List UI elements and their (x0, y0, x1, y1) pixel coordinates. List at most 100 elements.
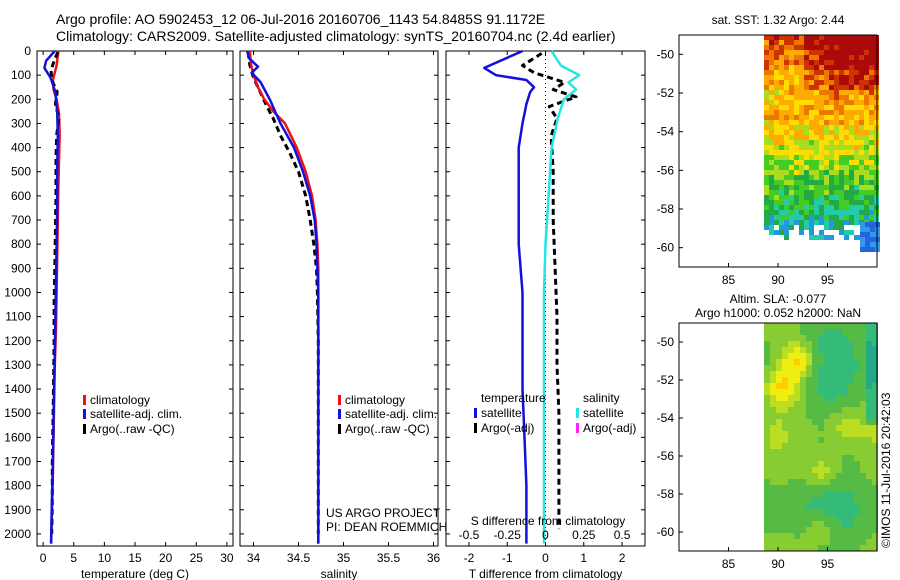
sst-cell (859, 205, 864, 210)
sst-cell (869, 200, 874, 205)
sst-cell (824, 145, 829, 150)
sst-cell (869, 70, 874, 75)
sst-cell (789, 95, 794, 100)
sst-cell (814, 185, 819, 190)
sst-cell (839, 75, 844, 80)
sst-cell (829, 235, 834, 240)
sla-cell (812, 479, 818, 485)
sst-cell (829, 110, 834, 115)
sla-cell (782, 335, 788, 341)
sla-cell (848, 371, 854, 377)
sla-cell (848, 347, 854, 353)
sla-cell (824, 437, 830, 443)
sla-cell (836, 479, 842, 485)
sst-cell (764, 65, 769, 70)
sla-cell (764, 449, 770, 455)
sla-cell (776, 407, 782, 413)
sst-cell (859, 160, 864, 165)
sla-cell (830, 437, 836, 443)
sst-cell (829, 205, 834, 210)
sst-cell (809, 40, 814, 45)
sst-cell (809, 205, 814, 210)
sla-cell (860, 545, 866, 551)
sst-cell (809, 180, 814, 185)
sst-cell (809, 115, 814, 120)
sst-cell (839, 180, 844, 185)
sla-cell (824, 413, 830, 419)
sla-cell (842, 323, 848, 329)
sst-cell (769, 220, 774, 225)
sst-cell (839, 195, 844, 200)
sst-cell (819, 110, 824, 115)
sla-cell (866, 515, 872, 521)
sst-cell (804, 100, 809, 105)
sla-cell (806, 413, 812, 419)
sla-cell (866, 329, 872, 335)
sla-cell (848, 395, 854, 401)
sla-cell (794, 335, 800, 341)
sst-cell (834, 90, 839, 95)
sla-cell (860, 467, 866, 473)
sst-cell (814, 75, 819, 80)
sst-cell (860, 232, 865, 237)
sst-cell (844, 105, 849, 110)
sal-legend-argo-swatch (338, 424, 341, 434)
sst-cell (789, 140, 794, 145)
depth-tick-label: 400 (11, 141, 31, 155)
sst-cell (779, 85, 784, 90)
sst-cell (824, 105, 829, 110)
sst-cell (809, 155, 814, 160)
sla-cell (818, 455, 824, 461)
sst-cell (819, 115, 824, 120)
sla-cell (764, 407, 770, 413)
sla-cell (866, 533, 872, 539)
sla-cell (764, 437, 770, 443)
sst-cell (834, 45, 839, 50)
sst-cell (794, 180, 799, 185)
sla-cell (872, 509, 878, 515)
sst-cell (824, 95, 829, 100)
diff-legend-t-argo-label: Argo(-adj) (481, 421, 534, 435)
sst-cell (769, 155, 774, 160)
sst-cell (849, 175, 854, 180)
sst-cell (799, 85, 804, 90)
sst-cell (774, 150, 779, 155)
sst-cell (809, 75, 814, 80)
sst-cell (849, 185, 854, 190)
sla-cell (788, 347, 794, 353)
sla-cell (800, 347, 806, 353)
sst-cell (844, 185, 849, 190)
sst-cell (844, 110, 849, 115)
diff-legend-s-argo-label: Argo(-adj) (583, 421, 636, 435)
sla-cell (842, 407, 848, 413)
sal-argo-line (246, 51, 320, 534)
sla-cell (806, 449, 812, 455)
sst-cell (764, 75, 769, 80)
sst-cell (834, 180, 839, 185)
sst-cell (819, 160, 824, 165)
sla-cell (836, 335, 842, 341)
sst-cell (789, 50, 794, 55)
depth-tick-label: 1900 (4, 503, 31, 517)
sla-cell (866, 335, 872, 341)
sla-cell (848, 419, 854, 425)
sst-cell (774, 165, 779, 170)
sla-cell (818, 377, 824, 383)
sla-cell (812, 347, 818, 353)
sst-cell (854, 235, 859, 240)
sst-cell (814, 150, 819, 155)
sst-cell (824, 140, 829, 145)
sst-cell (779, 185, 784, 190)
sst-cell (829, 70, 834, 75)
sla-cell (854, 365, 860, 371)
sst-cell (809, 85, 814, 90)
sst-cell (789, 215, 794, 220)
sla-cell (776, 365, 782, 371)
sst-cell (789, 90, 794, 95)
sla-cell (836, 377, 842, 383)
sst-cell (859, 170, 864, 175)
sla-cell (866, 323, 872, 329)
sla-cell (806, 539, 812, 545)
sla-cell (824, 473, 830, 479)
sla-cell (806, 491, 812, 497)
